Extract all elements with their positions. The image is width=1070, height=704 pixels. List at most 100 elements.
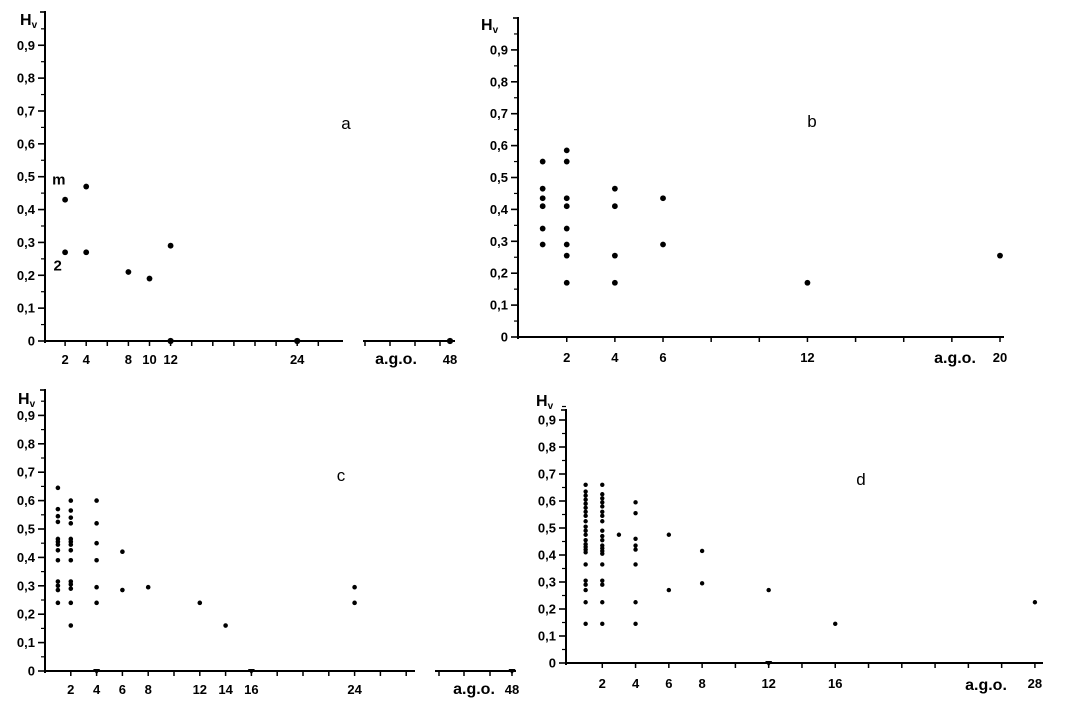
data-point <box>600 562 605 567</box>
x-tick-label: 2 <box>599 676 606 691</box>
data-point <box>539 203 546 210</box>
x-tick-label: 8 <box>125 352 132 367</box>
data-point <box>62 196 68 203</box>
data-point <box>68 582 74 587</box>
x-axis-unit-label: a.g.o. <box>453 681 495 698</box>
x-axis-unit-label: a.g.o. <box>965 677 1007 694</box>
data-point <box>611 185 618 192</box>
data-point <box>55 513 61 519</box>
data-point <box>145 584 151 590</box>
data-point <box>55 579 61 584</box>
data-point <box>583 497 588 502</box>
y-tick-label: 0,2 <box>538 602 556 617</box>
data-point <box>600 600 605 605</box>
y-tick-label: 0,9 <box>490 42 508 57</box>
x-tick-label: 4 <box>83 352 91 367</box>
data-point <box>68 542 74 547</box>
y-tick-label: 0,1 <box>490 298 508 313</box>
x-tick-label: 28 <box>1028 676 1042 691</box>
x-tick-label: 48 <box>443 352 457 367</box>
data-point <box>55 583 61 589</box>
y-tick-label: 0,8 <box>17 71 35 86</box>
panel-c-plot: 00,10,20,30,40,50,60,70,80,92 4 6 8 12 14 16 24… <box>17 389 519 698</box>
y-tick-label: 0 <box>28 664 35 679</box>
data-point <box>563 279 570 286</box>
data-point <box>600 528 605 533</box>
x-tick-label: 2 <box>563 350 570 365</box>
data-point <box>120 549 125 555</box>
panel-letter: c <box>337 466 346 485</box>
data-point <box>600 500 605 505</box>
data-point <box>666 587 672 593</box>
data-point <box>766 587 771 593</box>
data-point <box>68 623 74 628</box>
data-point <box>600 519 605 524</box>
data-point <box>55 557 61 563</box>
x-tick-label: 6 <box>119 682 126 697</box>
data-point <box>68 586 74 591</box>
data-point <box>583 528 588 533</box>
data-point <box>600 496 605 501</box>
x-tick-label: 4 <box>611 350 619 365</box>
data-point <box>583 578 588 583</box>
y-axis-title: Hv <box>481 17 499 36</box>
data-point <box>83 183 90 190</box>
data-point <box>660 195 666 202</box>
data-point <box>352 600 357 606</box>
data-point <box>563 241 570 248</box>
data-point <box>633 500 638 505</box>
y-tick-label: 0,4 <box>17 550 36 565</box>
zero-triangle-point <box>508 669 516 675</box>
zero-triangle-point <box>93 669 101 675</box>
y-tick-label: 0,9 <box>538 413 556 428</box>
data-point <box>583 550 588 555</box>
y-tick-label: 0,6 <box>490 138 508 153</box>
data-point <box>583 505 588 510</box>
x-tick-label: 12 <box>800 350 814 365</box>
data-point <box>68 548 74 553</box>
x-tick-label: 20 <box>993 350 1007 365</box>
x-tick-label: 16 <box>828 676 842 691</box>
y-tick-label: 0,8 <box>538 440 556 455</box>
data-point <box>997 252 1003 259</box>
data-point <box>600 533 605 539</box>
x-tick-label: 8 <box>145 682 152 697</box>
x-tick-label: 10 <box>142 352 156 367</box>
data-point <box>583 501 588 506</box>
data-point <box>611 252 618 259</box>
y-tick-label: 0 <box>501 330 508 345</box>
x-tick-label: 2 <box>67 682 74 697</box>
data-point <box>68 521 74 526</box>
panel-letter: a <box>341 114 351 133</box>
data-point <box>633 547 638 552</box>
data-point <box>94 600 99 606</box>
data-point <box>583 482 588 487</box>
y-tick-label: 0,7 <box>490 106 508 121</box>
data-point <box>352 584 357 590</box>
data-point <box>611 279 618 286</box>
data-point <box>94 540 99 546</box>
y-tick-label: 0,3 <box>17 578 35 593</box>
y-tick-label: 0,9 <box>17 408 35 423</box>
y-tick-label: 0,5 <box>538 521 556 536</box>
data-point <box>633 543 638 548</box>
data-point <box>600 513 605 519</box>
data-point <box>833 621 838 627</box>
data-point <box>197 600 203 606</box>
data-point <box>539 185 546 192</box>
data-point <box>600 509 605 514</box>
data-point <box>55 600 61 606</box>
data-point <box>167 242 174 249</box>
data-point <box>94 557 99 563</box>
data-point <box>1032 600 1038 605</box>
y-tick-label: 0,7 <box>17 103 35 118</box>
x-tick-label: 8 <box>699 676 706 691</box>
data-point <box>94 498 99 503</box>
x-tick-label: 2 <box>61 352 68 367</box>
data-point <box>600 621 605 627</box>
x-tick-label: 4 <box>93 682 101 697</box>
data-point <box>583 582 588 587</box>
zero-data-point <box>294 337 301 345</box>
data-point <box>583 509 588 514</box>
y-tick-label: 0,8 <box>490 74 508 89</box>
